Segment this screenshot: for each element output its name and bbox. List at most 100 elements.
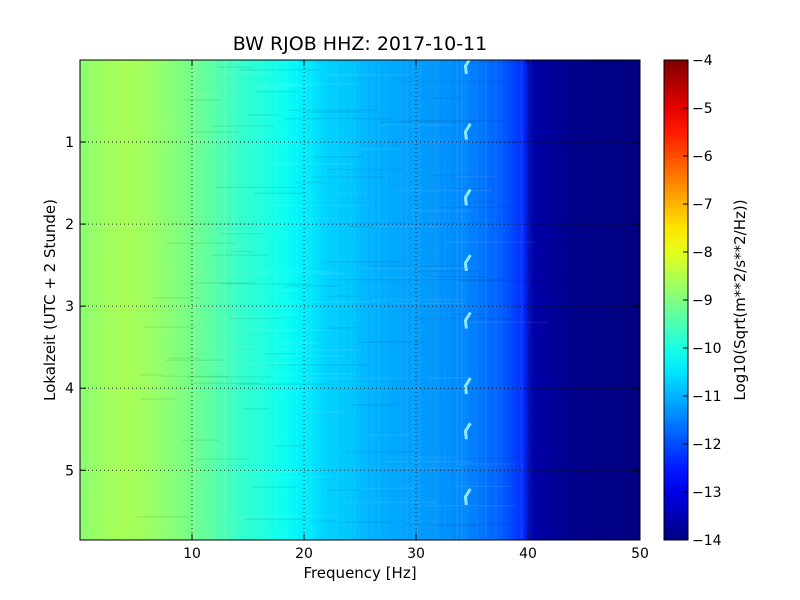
texture-streak (184, 345, 268, 348)
texture-streak (342, 450, 414, 453)
texture-streak (306, 272, 336, 275)
texture-streak (185, 363, 290, 366)
texture-band (224, 60, 226, 540)
texture-streak (326, 327, 361, 329)
texture-streak (187, 71, 274, 74)
texture-streak (192, 131, 240, 133)
texture-streak (456, 463, 516, 465)
texture-band (466, 60, 468, 540)
texture-streak (368, 434, 410, 436)
spectral-spike (463, 188, 472, 206)
texture-band (461, 60, 463, 540)
texture-streak (246, 114, 278, 116)
texture-streak (324, 295, 358, 297)
texture-streak (327, 489, 357, 491)
x-tick-label: 50 (631, 546, 649, 562)
texture-streak (432, 97, 462, 99)
texture-band (236, 60, 239, 540)
texture-streak (219, 246, 271, 248)
texture-band (496, 60, 498, 540)
colorbar-tick-label: −14 (692, 533, 722, 549)
texture-streak (268, 163, 353, 165)
texture-streak (308, 520, 335, 523)
texture-streak (260, 362, 310, 365)
texture-streak (269, 364, 367, 366)
texture-streak (274, 82, 358, 85)
texture-streak (385, 456, 456, 458)
texture-band (431, 60, 433, 540)
texture-streak (189, 382, 262, 384)
texture-streak (284, 341, 315, 343)
texture-band (494, 60, 496, 540)
texture-band (245, 60, 247, 540)
colorbar-tick-label: −11 (692, 389, 722, 405)
texture-streak (229, 317, 283, 320)
texture-streak (181, 439, 219, 441)
texture-streak (231, 250, 254, 253)
texture-streak (235, 383, 330, 385)
texture-band (275, 60, 277, 540)
texture-band (406, 60, 408, 540)
texture-streak (161, 271, 271, 273)
texture-streak (274, 342, 322, 345)
texture-streak (332, 192, 367, 195)
colorbar-tick-label: −12 (692, 437, 722, 453)
y-axis-label: Lokalzeit (UTC + 2 Stunde) (41, 199, 59, 401)
spectral-spike (463, 377, 472, 395)
texture-band (211, 60, 213, 540)
texture-streak (379, 124, 455, 126)
y-axis: 1 2 3 4 5 (65, 135, 640, 479)
texture-streak (344, 501, 438, 504)
texture-streak (262, 271, 334, 273)
texture-streak (350, 404, 398, 406)
texture-streak (277, 313, 311, 315)
texture-streak (371, 265, 463, 268)
texture-band (296, 60, 298, 540)
texture-band (412, 60, 414, 540)
texture-streak (253, 228, 284, 231)
texture-streak (404, 523, 511, 526)
texture-band (463, 60, 465, 540)
texture-streak (372, 298, 465, 301)
texture-band (336, 60, 338, 540)
texture-band (232, 60, 234, 540)
texture-streak (361, 267, 470, 270)
texture-streak (356, 148, 401, 150)
texture-streak (415, 317, 514, 320)
texture-band (237, 60, 239, 540)
texture-band (460, 60, 462, 540)
spectral-spike (463, 60, 471, 75)
texture-streak (320, 272, 345, 275)
texture-streak (211, 125, 274, 127)
texture-streak (220, 232, 265, 235)
texture-streak (372, 225, 445, 228)
x-axis: 10 20 30 40 50 (183, 60, 649, 562)
texture-streak (245, 518, 307, 520)
texture-streak (184, 99, 220, 101)
texture-streak (187, 376, 271, 378)
colorbar-tick-label: −4 (692, 53, 713, 69)
colorbar: −4 −5 −6 −7 −8 −9 −10 −11 −12 −13 −14 Log10(Sqrt(m… (663, 53, 749, 549)
texture-streak (260, 84, 325, 87)
texture-streak (326, 168, 404, 171)
texture-streak (169, 357, 200, 359)
spectral-spike (463, 254, 472, 272)
texture-streak (265, 352, 296, 355)
texture-streak (152, 144, 260, 147)
texture-band (372, 60, 374, 540)
texture-streak (340, 521, 393, 524)
texture-band (416, 60, 418, 540)
texture-band (193, 60, 195, 540)
texture-streak (171, 223, 256, 225)
x-tick-label: 10 (183, 546, 201, 562)
texture-band (280, 60, 283, 540)
texture-streak (361, 487, 417, 489)
texture-band (325, 60, 327, 540)
y-tick-label: 5 (65, 463, 74, 479)
texture-band (457, 60, 459, 540)
texture-streak (140, 124, 230, 126)
texture-streak (190, 93, 222, 96)
texture-streak (220, 292, 279, 295)
colorbar-label: Log10(Sqrt(m**2/s**2/Hz)) (731, 199, 749, 400)
